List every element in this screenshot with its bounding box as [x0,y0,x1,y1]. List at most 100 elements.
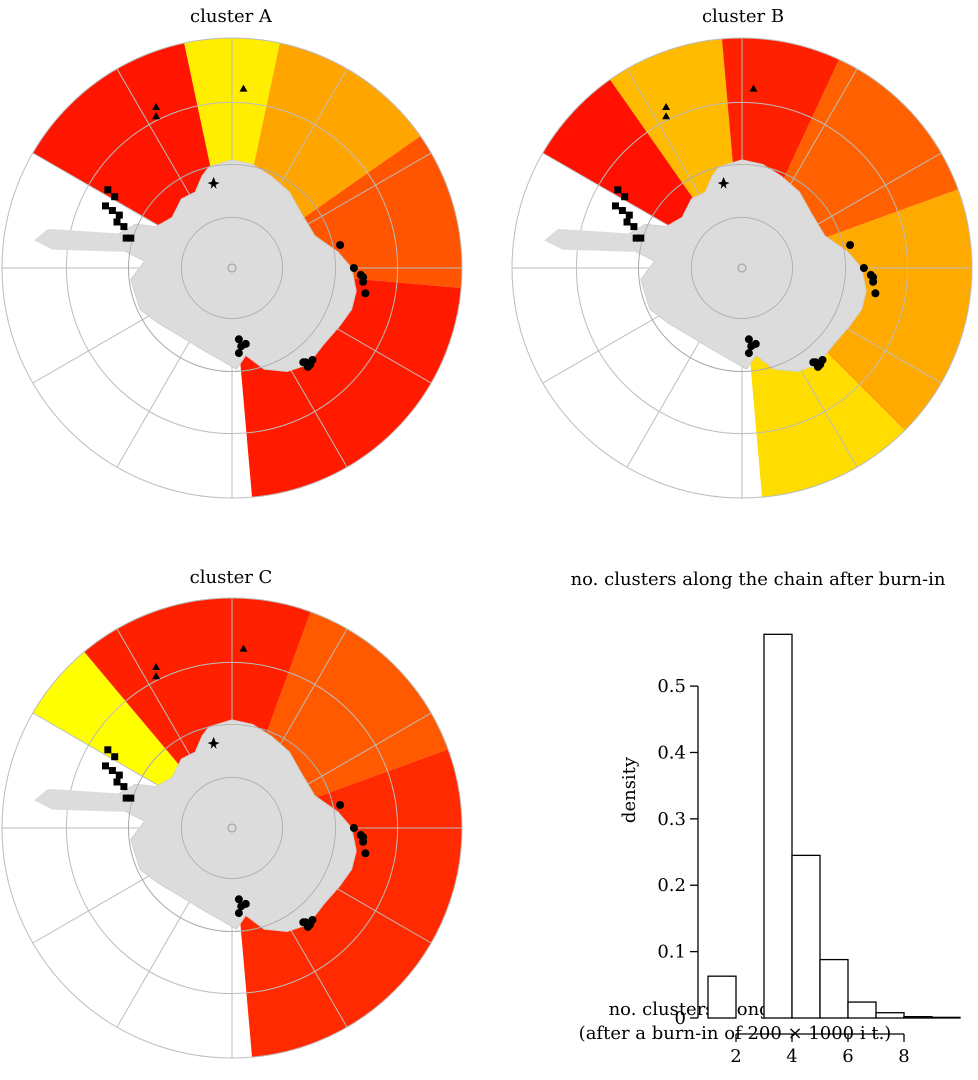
map-c-triangle-marker-2 [152,672,161,680]
map-b-circle-marker-8 [751,339,760,348]
map-a-circle-marker-14 [308,356,317,364]
map-c-circle-marker-4 [359,837,368,846]
map-a-pole-marker [227,263,237,273]
map-b-square-marker-3 [618,207,626,214]
map-b-triangle-marker-2 [662,112,671,120]
panel-title-cluster-b: cluster B [701,6,785,27]
map-a-circle-marker-1 [349,264,358,272]
histogram-title: no. clusters along the chain after burn-… [571,569,946,590]
histogram-bar-0 [707,975,737,1019]
map-a-circle-marker-5 [361,289,370,298]
map-b-triangle-marker-0 [749,84,758,92]
map-b-inner-graticule-1 [638,164,846,372]
map-c-circle-marker-5 [361,849,370,858]
map-a-square-marker-3 [108,207,116,214]
map-a-square-marker-8 [122,234,130,242]
map-b-triangle-marker-1 [662,103,671,110]
map-c-square-marker-3 [108,767,116,774]
map-c-square-marker-2 [102,762,109,770]
histogram-bar-2 [763,633,793,1019]
map-b-square-marker-2 [612,202,619,210]
map-a-circle-marker-0 [336,241,345,249]
map-b-circle-marker-9 [744,349,753,358]
map-cluster-b [511,37,973,499]
map-a-square-marker-7 [127,234,135,242]
map-c-triangle-marker-1 [152,663,161,670]
map-a-inner-graticule-0 [180,216,283,319]
histogram-bar-3 [791,854,821,1019]
map-c-square-marker-5 [113,778,121,786]
y-tick-label-3: 0.3 [657,809,686,830]
map-c-circle-marker-9 [234,909,243,918]
histogram-chart: no. clusters along the chain after burn-… [571,569,961,1067]
map-b-square-marker-7 [637,234,645,242]
map-c-inner-graticule-0 [180,776,283,879]
map-a-circle-marker-9 [234,349,243,358]
map-c-circle-marker-13 [299,918,308,927]
map-a-circle-marker-13 [299,358,308,367]
x-tick-label-3: 8 [898,1046,909,1067]
map-a-triangle-marker-2 [152,112,161,120]
map-b-square-marker-6 [630,223,638,231]
map-c-star-marker [207,736,220,749]
histogram-bar-6 [875,1012,905,1019]
map-c-circle-marker-6 [234,895,243,904]
map-b-circle-marker-5 [871,289,880,298]
map-b-pole-marker [737,263,747,273]
panel-title-cluster-a: cluster A [190,6,272,27]
map-c-square-marker-0 [104,746,112,754]
map-c-circle-marker-0 [336,801,345,809]
map-a-square-marker-2 [102,202,109,210]
x-tick-label-1: 4 [786,1046,797,1067]
y-tick-label-5: 0.5 [657,676,686,697]
map-b-star-marker [717,176,730,189]
map-b-peninsula-landmass [544,228,637,252]
map-b-antarctica-landmass [628,159,867,373]
histogram-bar-5 [847,1001,877,1019]
map-a-inner-graticule-1 [128,164,336,372]
map-a-square-marker-4 [115,211,123,219]
map-b-circle-marker-13 [809,358,818,367]
x-tick-label-0: 2 [730,1046,741,1067]
map-c-color-sector-1 [84,598,311,828]
map-b-circle-marker-14 [818,356,827,364]
map-b-square-marker-5 [623,218,631,226]
map-b-square-marker-1 [621,193,629,201]
map-a-star-marker [207,176,220,189]
map-c-square-marker-1 [111,753,119,761]
map-a-antarctica-landmass [118,159,357,373]
map-c-square-marker-4 [115,771,123,779]
map-c-circle-marker-8 [241,899,250,908]
map-a-square-marker-6 [120,223,128,231]
map-b-circle-marker-1 [859,264,868,272]
map-cluster-c [1,597,463,1059]
y-tick-label-1: 0.1 [657,942,686,963]
map-b-circle-marker-0 [846,241,855,249]
histogram-bar-4 [819,958,849,1019]
map-a-circle-marker-4 [359,277,368,286]
map-a-square-marker-1 [111,193,119,201]
map-c-square-marker-6 [120,783,128,791]
map-b-circle-marker-4 [869,277,878,286]
histogram-bar-7 [903,1016,933,1019]
map-a-triangle-marker-1 [152,103,161,110]
y-tick-label-2: 0.2 [657,875,686,896]
map-a-peninsula-landmass [34,228,127,252]
map-c-antarctica-landmass [118,719,357,933]
map-c-triangle-marker-0 [239,644,248,652]
x-tick-label-2: 6 [842,1046,853,1067]
histogram-bar-8 [931,1016,961,1019]
map-c-inner-graticule-1 [128,724,336,932]
map-a-circle-marker-6 [234,335,243,344]
map-b-circle-marker-6 [744,335,753,344]
map-c-peninsula-landmass [34,788,127,812]
map-c-square-marker-8 [122,794,130,802]
map-a-circle-marker-8 [241,339,250,348]
map-c-square-marker-7 [127,794,135,802]
map-b-inner-graticule-0 [690,216,793,319]
panel-title-cluster-c: cluster C [189,567,273,588]
map-b-square-marker-4 [625,211,633,219]
map-a-triangle-marker-0 [239,84,248,92]
map-c-pole-marker [227,823,237,833]
map-b-square-marker-0 [614,186,622,194]
